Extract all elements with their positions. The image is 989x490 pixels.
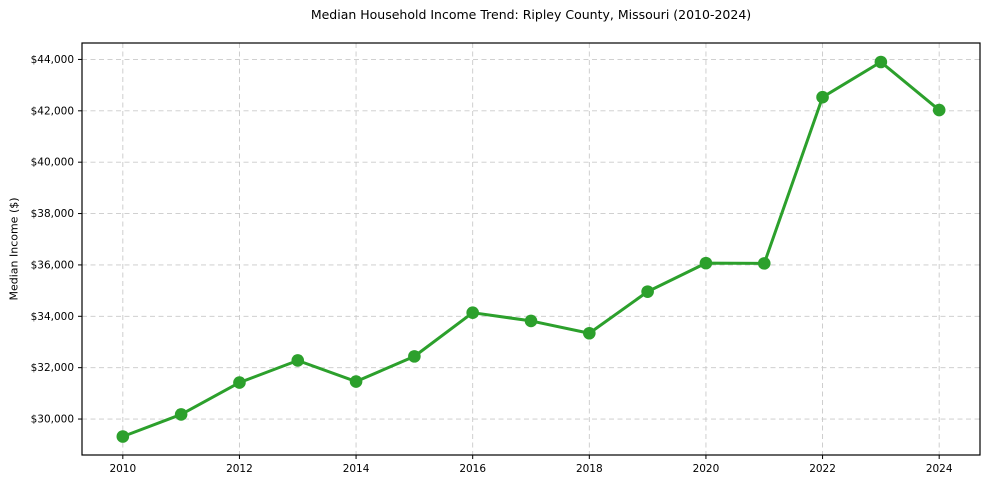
y-tick-label: $44,000: [31, 54, 74, 66]
data-point-2015: [408, 350, 421, 363]
data-point-2021: [757, 257, 771, 270]
data-point-2011: [174, 408, 188, 421]
data-point-2016: [466, 306, 479, 320]
y-tick-label: $34,000: [31, 311, 74, 323]
data-point-2023: [874, 55, 888, 69]
data-point-2019: [641, 285, 654, 298]
plot-frame: [81, 42, 981, 456]
chart-title: Median Household Income Trend: Ripley Co…: [310, 7, 752, 22]
data-point-2024: [932, 103, 946, 117]
data-point-2018: [583, 326, 596, 340]
data-point-2013: [291, 354, 305, 367]
x-tick-label: 2020: [693, 463, 720, 475]
x-tick-label: 2012: [226, 463, 253, 475]
x-tick-label: 2022: [809, 463, 836, 475]
x-tick-label: 2024: [926, 463, 953, 475]
x-tick-label: 2016: [459, 463, 486, 475]
y-tick-label: $38,000: [31, 208, 74, 220]
y-tick-label: $32,000: [31, 362, 74, 374]
x-tick-label: 2014: [343, 463, 370, 475]
y-tick-label: $36,000: [31, 259, 74, 271]
data-point-2022: [816, 90, 829, 104]
y-tick-label: $42,000: [31, 105, 74, 117]
data-point-2010: [116, 430, 130, 443]
data-point-2014: [349, 375, 363, 388]
data-point-2020: [699, 256, 713, 270]
x-tick-label: 2018: [576, 463, 603, 475]
data-point-2017: [524, 314, 538, 328]
x-tick-label: 2010: [109, 463, 136, 475]
y-tick-label: $40,000: [31, 157, 74, 169]
y-tick-label: $30,000: [31, 414, 74, 426]
data-point-2012: [233, 376, 246, 389]
